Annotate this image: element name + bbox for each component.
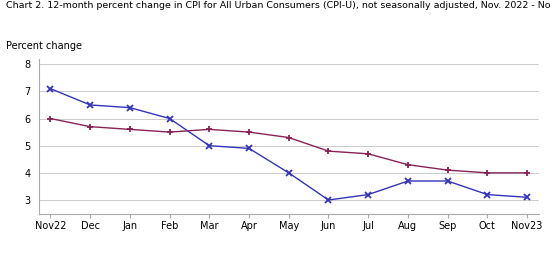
Text: Percent change: Percent change (6, 41, 81, 51)
Text: Chart 2. 12-month percent change in CPI for All Urban Consumers (CPI-U), not sea: Chart 2. 12-month percent change in CPI … (6, 1, 550, 10)
